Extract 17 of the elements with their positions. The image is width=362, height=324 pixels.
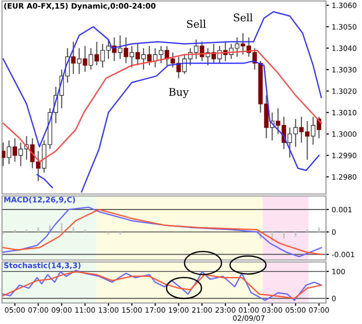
candlestick	[6, 140, 12, 165]
candlestick	[118, 34, 122, 60]
candlestick	[130, 45, 134, 68]
candlestick	[76, 48, 82, 74]
candlestick	[112, 36, 117, 62]
annotation: Sell	[234, 13, 253, 22]
candlestick	[310, 116, 316, 146]
annotation: Sell	[187, 20, 206, 28]
candlestick	[71, 41, 76, 74]
candlestick	[147, 45, 152, 66]
candlestick	[12, 138, 18, 162]
candlestick	[135, 43, 140, 66]
candlestick	[88, 48, 94, 70]
annotation: Buy	[169, 88, 189, 98]
candlestick	[82, 45, 88, 72]
candlestick	[2, 142, 6, 167]
candlestick	[94, 41, 99, 66]
